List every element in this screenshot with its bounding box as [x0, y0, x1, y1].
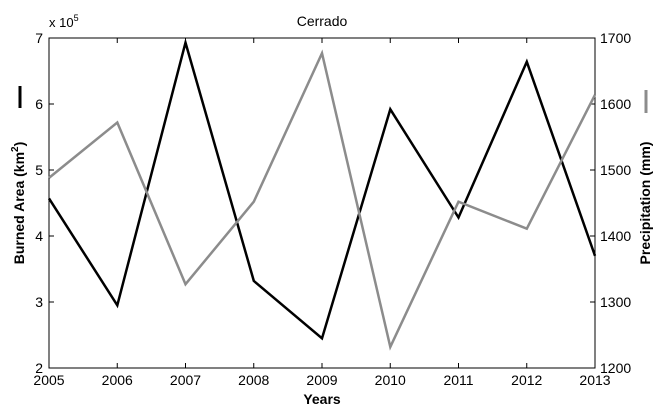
- y-right-tick-label: 1600: [600, 96, 631, 112]
- y-right-axis-label: Precipitation (mm): [637, 142, 653, 265]
- y-right-tick-label: 1400: [600, 228, 631, 244]
- x-tick-label: 2005: [33, 372, 64, 388]
- y-left-tick-label: 6: [35, 96, 43, 112]
- y-left-tick-label: 7: [35, 30, 43, 46]
- y-right-tick-label: 1200: [600, 360, 631, 376]
- precipitation-line: [48, 49, 597, 351]
- x-tick-label: 2006: [102, 372, 133, 388]
- burned-area-line: [47, 37, 597, 341]
- y-left-tick-label: 5: [35, 162, 43, 178]
- chart-title: Cerrado: [297, 13, 348, 29]
- plot-frame: [48, 37, 596, 369]
- y-multiplier: x 105: [49, 13, 79, 30]
- x-tick-label: 2011: [443, 372, 473, 388]
- x-tick-label: 2012: [511, 372, 542, 388]
- y-right-tick-label: 1500: [600, 162, 631, 178]
- plot-area: [47, 37, 597, 351]
- x-axis-label: Years: [303, 391, 341, 407]
- x-tick-label: 2008: [238, 372, 269, 388]
- x-tick-label: 2010: [375, 372, 406, 388]
- x-tick-label: 2009: [306, 372, 337, 388]
- x-tick-label: 2013: [579, 372, 610, 388]
- axes: 2005 2006 2007 2008 2009 2010 2011 2012 2013 2 3 4 5…: [33, 30, 631, 388]
- x-tick-label: 2007: [170, 372, 201, 388]
- y-left-axis-label: Burned Area (km2): [10, 142, 27, 265]
- y-left-tick-label: 3: [35, 294, 43, 310]
- y-right-tick-label: 1700: [600, 30, 631, 46]
- y-right-tick-label: 1300: [600, 294, 631, 310]
- y-left-tick-label: 2: [35, 360, 43, 376]
- y-left-tick-label: 4: [35, 228, 43, 244]
